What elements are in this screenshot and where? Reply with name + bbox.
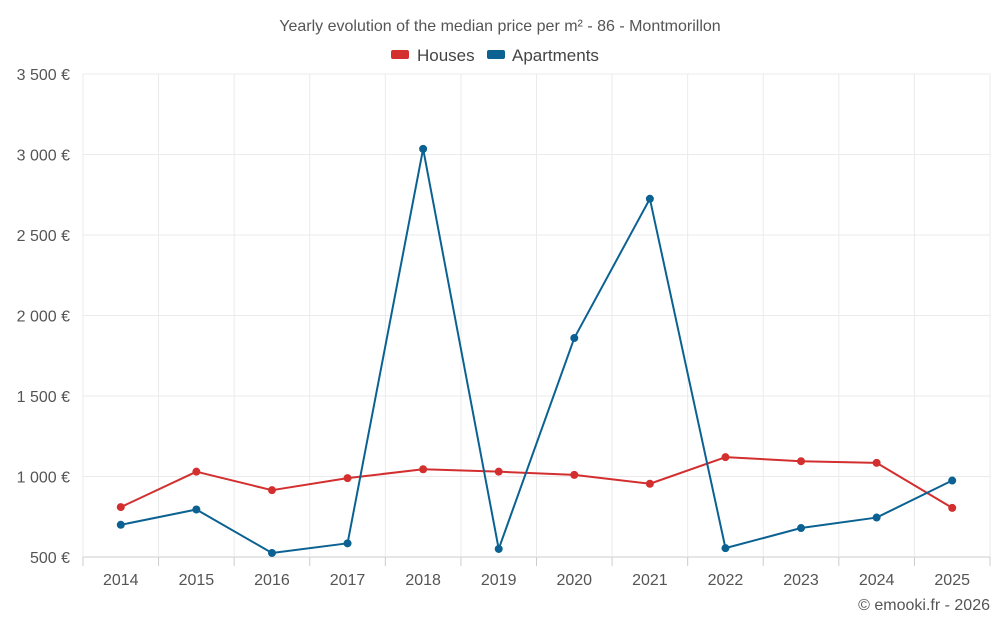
legend: Houses Apartments	[391, 46, 599, 65]
legend-swatch-apartments	[487, 50, 505, 59]
y-tick-label: 1 000 €	[17, 470, 70, 487]
data-point-apartments[interactable]	[570, 334, 579, 343]
legend-item-apartments[interactable]: Apartments	[487, 46, 599, 65]
data-point-houses[interactable]	[797, 457, 806, 466]
data-point-houses[interactable]	[419, 465, 428, 474]
data-point-apartments[interactable]	[721, 544, 730, 553]
data-point-houses[interactable]	[192, 467, 201, 476]
series-line-apartments	[120, 147, 953, 554]
data-point-houses[interactable]	[570, 470, 579, 479]
data-point-apartments[interactable]	[267, 548, 276, 557]
data-point-apartments[interactable]	[116, 520, 125, 529]
y-tick-label: 500 €	[30, 550, 70, 567]
series-houses	[116, 453, 957, 512]
x-tick-label: 2017	[330, 572, 366, 589]
grid	[82, 73, 991, 558]
y-tick-label: 3 000 €	[17, 148, 70, 165]
data-point-apartments[interactable]	[797, 524, 806, 533]
y-tick-label: 2 500 €	[17, 228, 70, 245]
x-tick-label: 2021	[632, 572, 668, 589]
legend-label-apartments: Apartments	[512, 46, 599, 65]
x-tick-label: 2025	[934, 572, 970, 589]
legend-swatch-houses	[391, 50, 409, 59]
data-point-houses[interactable]	[494, 467, 503, 476]
legend-label-houses: Houses	[417, 46, 475, 65]
y-tick-label: 1 500 €	[17, 389, 70, 406]
data-point-apartments[interactable]	[645, 194, 654, 203]
data-point-apartments[interactable]	[343, 539, 352, 548]
series-line-houses	[120, 456, 953, 509]
y-tick-label: 2 000 €	[17, 309, 70, 326]
data-point-houses[interactable]	[721, 453, 730, 462]
x-tick-label: 2014	[103, 572, 139, 589]
series-apartments	[116, 144, 957, 557]
x-tick-label: 2024	[859, 572, 895, 589]
data-point-houses[interactable]	[645, 479, 654, 488]
data-point-apartments[interactable]	[419, 144, 428, 153]
x-tick-label: 2020	[556, 572, 592, 589]
x-tick-label: 2018	[405, 572, 441, 589]
chart-credit: © emooki.fr - 2026	[858, 597, 990, 614]
series	[116, 144, 957, 557]
x-tick-label: 2019	[481, 572, 517, 589]
data-point-apartments[interactable]	[192, 505, 201, 514]
data-point-houses[interactable]	[872, 458, 881, 467]
data-point-apartments[interactable]	[872, 513, 881, 522]
x-tick-label: 2015	[179, 572, 215, 589]
x-tick-label: 2022	[708, 572, 744, 589]
legend-item-houses[interactable]: Houses	[391, 46, 475, 65]
x-tick-label: 2016	[254, 572, 290, 589]
x-tick-label: 2023	[783, 572, 819, 589]
axes: 500 € 1 000 € 1 500 € 2 000 € 2 500 € 3 000 €…	[17, 67, 991, 589]
chart-title: Yearly evolution of the median price per…	[279, 18, 720, 35]
data-point-apartments[interactable]	[948, 476, 957, 485]
data-point-houses[interactable]	[116, 503, 125, 512]
data-point-houses[interactable]	[267, 486, 276, 495]
data-point-houses[interactable]	[948, 503, 957, 512]
data-point-houses[interactable]	[343, 474, 352, 483]
y-tick-label: 3 500 €	[17, 67, 70, 84]
data-point-apartments[interactable]	[494, 544, 503, 553]
